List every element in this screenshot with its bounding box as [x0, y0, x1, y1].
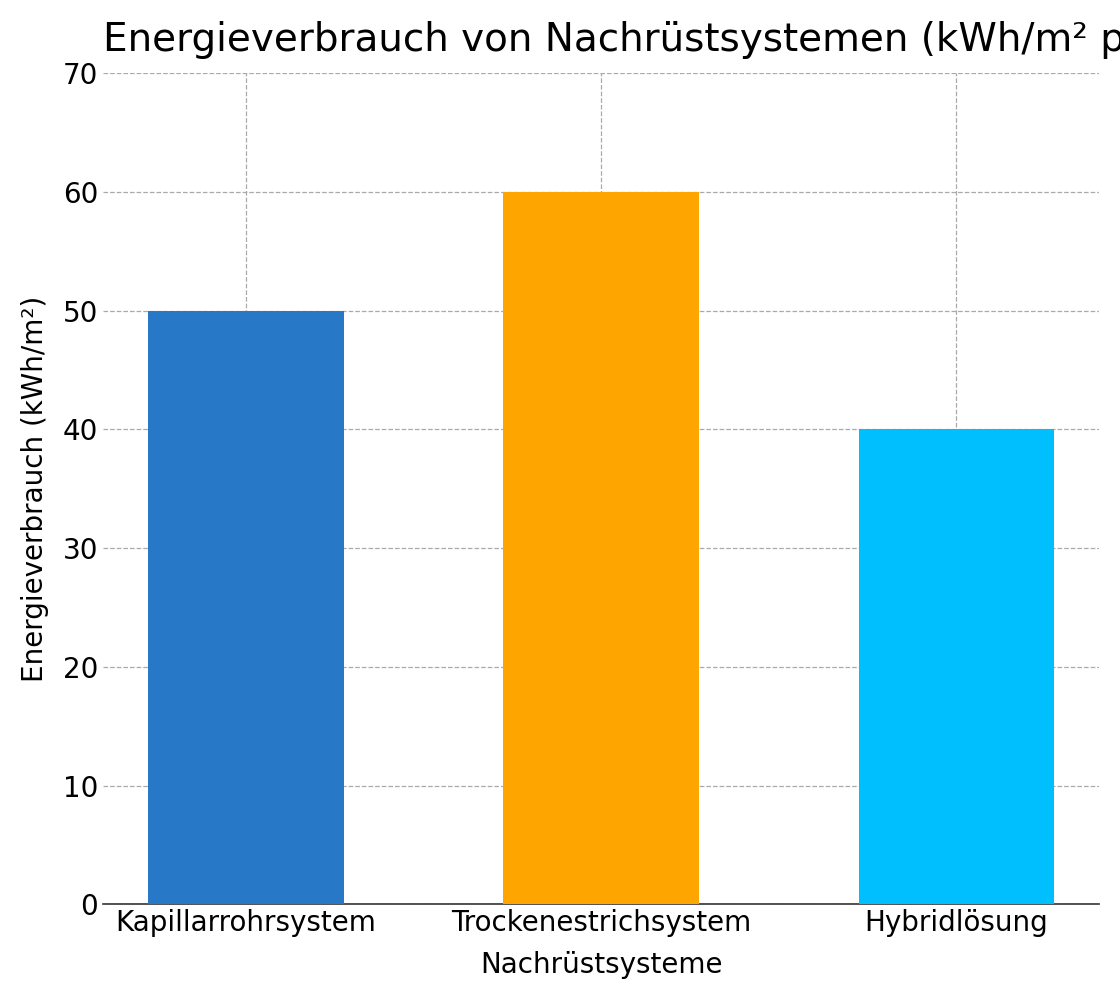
Y-axis label: Energieverbrauch (kWh/m²): Energieverbrauch (kWh/m²) [21, 296, 49, 682]
Text: Energieverbrauch von Nachrüstsystemen (kWh/m² pro Jahr): Energieverbrauch von Nachrüstsystemen (k… [103, 21, 1120, 59]
Bar [859, 429, 1054, 904]
Bar [148, 311, 344, 904]
X-axis label: Nachrüstsysteme: Nachrüstsysteme [479, 951, 722, 979]
Bar [504, 192, 699, 904]
